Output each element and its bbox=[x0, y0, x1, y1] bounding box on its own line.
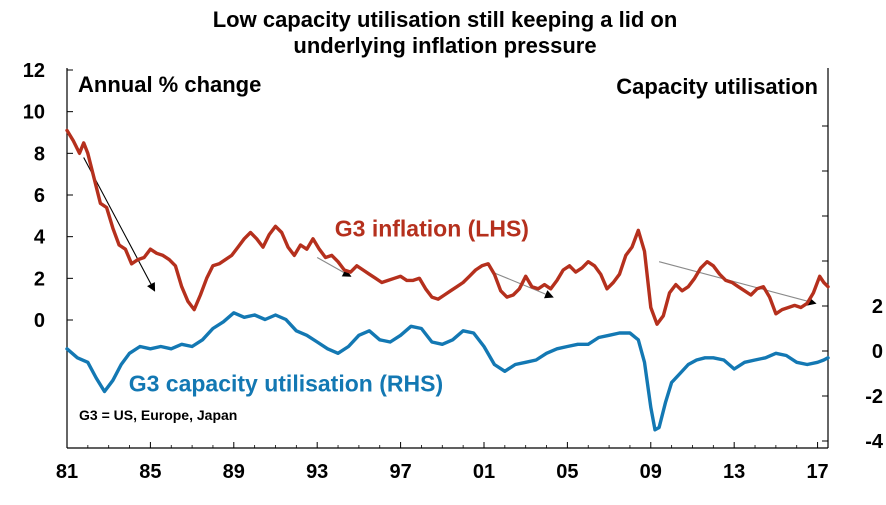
series-line-inflation bbox=[65, 128, 830, 326]
x-tick-label: 09 bbox=[640, 461, 662, 483]
right-tick-label: 2 bbox=[872, 296, 883, 318]
right-tick-label: 0 bbox=[872, 341, 883, 363]
x-tick-label: 05 bbox=[556, 461, 578, 483]
x-tick-label: 85 bbox=[139, 461, 161, 483]
x-tick-label: 13 bbox=[723, 461, 745, 483]
series-label-inflation: G3 inflation (LHS) bbox=[335, 216, 529, 242]
right-axis-title: Capacity utilisation bbox=[616, 74, 818, 99]
x-tick-label: 01 bbox=[473, 461, 495, 483]
series-label-capacity: G3 capacity utilisation (RHS) bbox=[129, 371, 443, 397]
left-tick-label: 6 bbox=[34, 185, 45, 207]
left-tick-label: 4 bbox=[34, 227, 46, 249]
series-labels: G3 inflation (LHS) G3 capacity utilisatio… bbox=[129, 216, 529, 397]
trend-arrow bbox=[658, 261, 817, 306]
left-tick-label: 12 bbox=[23, 60, 45, 82]
left-tick-label: 0 bbox=[34, 310, 45, 332]
right-axis: 2 0 -2 -4 bbox=[822, 125, 884, 453]
series-line-capacity bbox=[65, 311, 830, 432]
right-tick-label: -4 bbox=[865, 431, 884, 453]
x-axis: 81 85 89 93 97 01 05 09 13 17 bbox=[56, 442, 829, 483]
x-tick-label: 97 bbox=[389, 461, 411, 483]
chart-title: Low capacity utilisation still keeping a… bbox=[213, 7, 678, 58]
right-tick-label: -2 bbox=[865, 386, 883, 408]
left-axis: 12 10 8 6 4 2 0 bbox=[23, 60, 73, 332]
left-axis-title: Annual % change bbox=[78, 72, 261, 97]
x-tick-label: 17 bbox=[806, 461, 828, 483]
x-tick-label: 81 bbox=[56, 461, 78, 483]
x-tick-label: 89 bbox=[223, 461, 245, 483]
series-lines bbox=[65, 128, 830, 432]
left-tick-label: 10 bbox=[23, 102, 45, 124]
left-tick-label: 2 bbox=[34, 268, 45, 290]
chart-title-line-2: underlying inflation pressure bbox=[293, 33, 596, 58]
footnote-g3: G3 = US, Europe, Japan bbox=[79, 407, 237, 423]
x-tick-label: 93 bbox=[306, 461, 328, 483]
left-tick-label: 8 bbox=[34, 143, 45, 165]
chart-title-line-1: Low capacity utilisation still keeping a… bbox=[213, 7, 678, 32]
trend-arrow bbox=[316, 257, 352, 277]
